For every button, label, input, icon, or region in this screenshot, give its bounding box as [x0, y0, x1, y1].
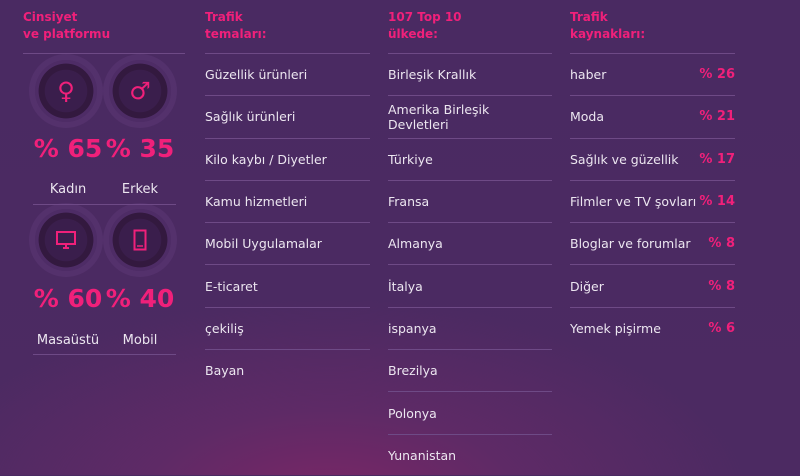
item-label: Polonya — [388, 405, 437, 421]
themes-column: Trafik temaları: Güzellik ürünleri Sağlık… — [205, 0, 370, 475]
countries-title: 107 Top 10 ülkede: — [388, 9, 462, 43]
title-line: ülkede: — [388, 27, 438, 41]
item-label: Birleşik Krallık — [388, 67, 477, 83]
item-label: Sağlık ve güzellik — [570, 151, 679, 167]
list-item: Türkiye — [388, 137, 552, 180]
item-label: Filmler ve TV şovları — [570, 194, 697, 210]
sources-title: Trafik kaynakları: — [570, 9, 645, 43]
item-label: Yemek pişirme — [570, 320, 661, 336]
item-label: Brezilya — [388, 363, 438, 379]
item-label: E-ticaret — [205, 278, 258, 294]
list-item: Bloglar ve forumlar % 8 — [570, 222, 735, 264]
list-item: Brezilya — [388, 349, 552, 391]
sources-column: Trafik kaynakları: haber % 26 Moda % 21 Sağ… — [570, 0, 735, 475]
title-line: 107 Top 10 — [388, 10, 462, 24]
list-item: Fransa — [388, 179, 552, 222]
item-percent: % 6 — [708, 320, 735, 336]
title-line: Cinsiyet — [23, 10, 78, 24]
desktop-icon — [35, 209, 97, 271]
item-label: Yunanistan — [388, 447, 457, 463]
desktop-label: Masaüstü — [36, 333, 100, 348]
mobile-percent: % 40 — [105, 284, 175, 313]
list-item: İtalya — [388, 264, 552, 306]
list-item: ispanya — [388, 306, 552, 349]
item-label: Türkiye — [388, 151, 433, 167]
item-label: Amerika Birleşik Devletleri — [388, 101, 490, 132]
item-label: Fransa — [388, 194, 430, 210]
item-label: Bloglar ve forumlar — [570, 236, 691, 252]
list-item: Polonya — [388, 391, 552, 433]
female-percent: % 65 — [33, 134, 103, 163]
item-label: Almanya — [388, 236, 443, 252]
divider — [23, 53, 185, 54]
list-item: Yemek pişirme % 6 — [570, 306, 735, 349]
item-label: Diğer — [570, 278, 604, 294]
list-item: Birleşik Krallık — [388, 53, 552, 95]
list-item: Sağlık ürünleri — [205, 95, 370, 137]
item-label: Bayan — [205, 363, 245, 379]
item-percent: % 17 — [699, 151, 735, 167]
themes-title: Trafik temaları: — [205, 9, 267, 43]
list-item: Sağlık ve güzellik % 17 — [570, 137, 735, 180]
item-label: ispanya — [388, 320, 437, 336]
item-percent: % 26 — [699, 67, 735, 83]
mobile-label: Mobil — [122, 333, 158, 348]
list-item: Amerika Birleşik Devletleri — [388, 95, 552, 137]
countries-list: Birleşik Krallık Amerika Birleşik Devlet… — [388, 53, 552, 476]
item-percent: % 14 — [699, 194, 735, 210]
female-icon: ♀ — [35, 60, 97, 122]
male-label: Erkek — [121, 182, 159, 197]
item-percent: % 21 — [699, 109, 735, 125]
list-item: Güzellik ürünleri — [205, 53, 370, 95]
sources-list: haber % 26 Moda % 21 Sağlık ve güzellik % 1… — [570, 53, 735, 349]
list-item: Diğer % 8 — [570, 264, 735, 306]
title-line: Trafik — [205, 10, 243, 24]
mobile-icon — [109, 209, 171, 271]
item-label: İtalya — [388, 278, 423, 294]
item-label: Kilo kaybı / Diyetler — [205, 151, 327, 167]
list-item: çekiliş — [205, 306, 370, 349]
item-label: Güzellik ürünleri — [205, 67, 308, 83]
list-item: Kilo kaybı / Diyetler — [205, 137, 370, 180]
item-label: Mobil Uygulamalar — [205, 236, 322, 252]
list-item: Almanya — [388, 222, 552, 264]
divider — [33, 354, 176, 355]
gender-platform-column: Cinsiyet ve platformu ♀ ♂ % 65 % 35 Kadın… — [23, 0, 185, 475]
title-line: kaynakları: — [570, 27, 646, 41]
desktop-percent: % 60 — [33, 284, 103, 313]
countries-column: 107 Top 10 ülkede: Birleşik Krallık Ameri… — [388, 0, 552, 475]
themes-list: Güzellik ürünleri Sağlık ürünleri Kilo k… — [205, 53, 370, 391]
list-item: Yunanistan — [388, 433, 552, 476]
list-item: Bayan — [205, 349, 370, 391]
item-label: haber — [570, 67, 607, 83]
list-item: Moda % 21 — [570, 95, 735, 137]
divider — [33, 204, 176, 205]
item-label: Sağlık ürünleri — [205, 109, 296, 125]
list-item: Filmler ve TV şovları% 14 — [570, 179, 735, 222]
gender-platform-title: Cinsiyet ve platformu — [23, 9, 110, 43]
item-percent: % 8 — [708, 278, 735, 294]
list-item: Mobil Uygulamalar — [205, 222, 370, 264]
item-percent: % 8 — [708, 236, 735, 252]
item-label: Kamu hizmetleri — [205, 194, 308, 210]
title-line: temaları: — [205, 27, 267, 41]
title-line: ve platformu — [23, 27, 111, 41]
male-icon: ♂ — [109, 60, 171, 122]
list-item: Kamu hizmetleri — [205, 179, 370, 222]
male-percent: % 35 — [105, 134, 175, 163]
list-item: E-ticaret — [205, 264, 370, 306]
item-label: çekiliş — [205, 320, 244, 336]
list-item: haber % 26 — [570, 53, 735, 95]
female-label: Kadın — [49, 182, 87, 197]
item-label: Moda — [570, 109, 605, 125]
title-line: Trafik — [570, 10, 608, 24]
